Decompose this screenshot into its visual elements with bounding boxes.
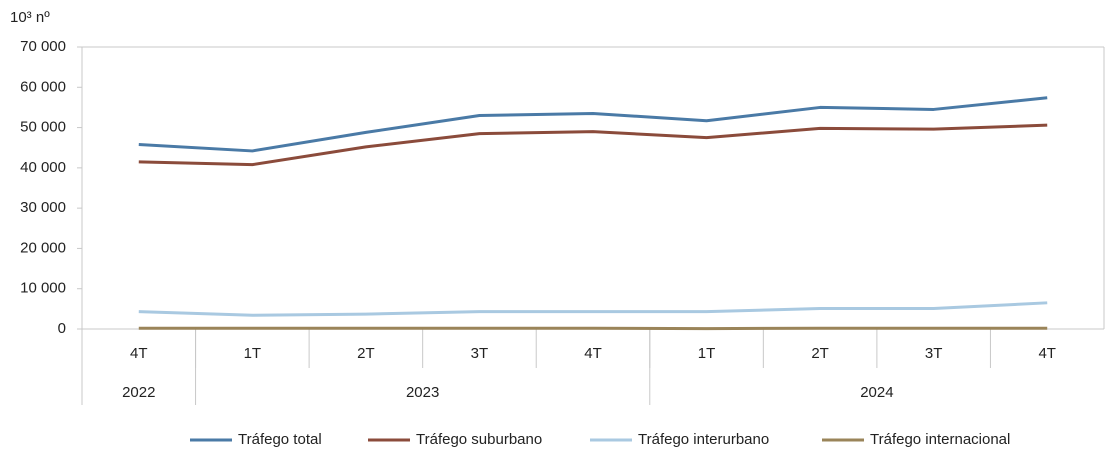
x-group-label: 2024 xyxy=(860,384,893,401)
x-group-label: 2023 xyxy=(406,384,439,401)
series-line xyxy=(138,123,1048,167)
legend-label: Tráfego interurbano xyxy=(638,431,769,448)
legend-label: Tráfego internacional xyxy=(870,431,1010,448)
x-tick-label: 2T xyxy=(811,345,829,362)
x-tick-label: 4T xyxy=(1038,345,1056,362)
x-tick-label: 1T xyxy=(698,345,716,362)
legend-label: Tráfego total xyxy=(238,431,322,448)
x-tick-label: 3T xyxy=(925,345,943,362)
y-tick-label: 20 000 xyxy=(20,239,66,256)
x-tick-label: 2T xyxy=(357,345,375,362)
x-tick-label: 1T xyxy=(244,345,262,362)
y-tick-label: 0 xyxy=(58,320,66,337)
y-tick-label: 10 000 xyxy=(20,280,66,297)
series-line xyxy=(138,301,1048,317)
y-tick-label: 40 000 xyxy=(20,159,66,176)
y-tick-label: 30 000 xyxy=(20,199,66,216)
x-tick-label: 4T xyxy=(130,345,148,362)
y-tick-label: 50 000 xyxy=(20,119,66,136)
x-group-label: 2022 xyxy=(122,384,155,401)
legend-label: Tráfego suburbano xyxy=(416,431,542,448)
series-line xyxy=(138,96,1048,153)
x-tick-label: 3T xyxy=(471,345,489,362)
y-tick-label: 60 000 xyxy=(20,78,66,95)
x-tick-label: 4T xyxy=(584,345,602,362)
y-unit-label: 10³ nº xyxy=(10,9,50,26)
y-tick-label: 70 000 xyxy=(20,38,66,55)
